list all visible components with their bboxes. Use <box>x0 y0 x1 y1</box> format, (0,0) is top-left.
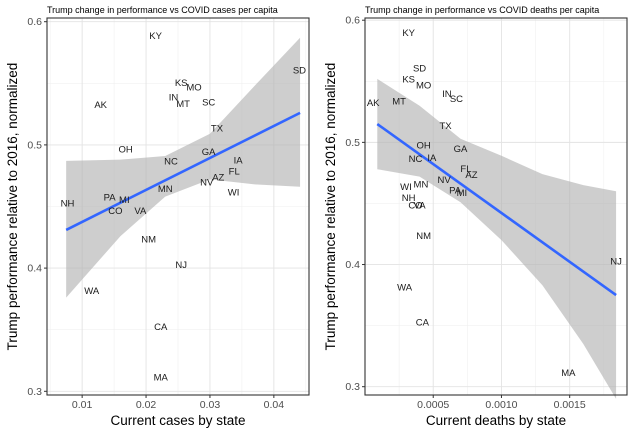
state-label-oh: OH <box>417 141 431 152</box>
state-label-wa: WA <box>397 282 413 293</box>
state-label-nv: NV <box>200 178 214 189</box>
state-label-sc: SC <box>202 98 215 109</box>
y-tick-label: 0.5 <box>345 137 360 149</box>
trend-line <box>65 111 301 232</box>
state-label-wi: WI <box>400 182 412 193</box>
state-label-nj: NJ <box>175 260 187 271</box>
state-label-ia: IA <box>427 153 437 164</box>
y-tick-label: 0.6 <box>27 16 42 28</box>
state-label-in: IN <box>442 89 452 100</box>
state-label-ma: MA <box>154 372 169 383</box>
state-label-nc: NC <box>164 157 178 168</box>
plot-frame <box>46 17 310 396</box>
x-tick-label: 0.0005 <box>417 399 449 411</box>
x-tick-label: 0.0015 <box>554 399 586 411</box>
state-label-ma: MA <box>561 368 576 379</box>
state-label-sc: SC <box>450 94 463 105</box>
state-label-nm: NM <box>416 231 431 242</box>
panel-title: Trump change in performance vs COVID dea… <box>365 5 599 15</box>
state-label-mi: MI <box>457 188 468 199</box>
state-label-pa: PA <box>104 192 117 203</box>
state-label-oh: OH <box>118 144 132 155</box>
state-label-sd: SD <box>413 64 426 75</box>
state-label-ga: GA <box>202 147 216 158</box>
panel-title: Trump change in performance vs COVID cas… <box>47 5 278 15</box>
trend-line <box>376 122 617 297</box>
x-tick-label: 0.03 <box>200 399 221 411</box>
y-axis-title: Trump performance relative to 2016, norm… <box>323 63 338 351</box>
state-label-wi: WI <box>228 187 240 198</box>
confidence-band <box>377 78 617 399</box>
state-label-nj: NJ <box>610 257 622 268</box>
confidence-band <box>66 37 301 298</box>
y-tick-label: 0.4 <box>345 259 360 271</box>
state-label-nv: NV <box>438 175 452 186</box>
state-label-nm: NM <box>141 234 156 245</box>
state-label-fl: FL <box>460 164 471 175</box>
state-label-ca: CA <box>416 318 430 329</box>
state-label-ks: KS <box>402 75 415 86</box>
state-label-sd: SD <box>293 65 306 76</box>
x-tick-label: 0.04 <box>264 399 285 411</box>
y-tick-label: 0.5 <box>27 139 42 151</box>
state-label-ky: KY <box>149 31 162 42</box>
state-label-az: AZ <box>212 173 224 184</box>
state-label-va: VA <box>414 200 427 211</box>
state-label-fl: FL <box>229 167 240 178</box>
state-label-in: IN <box>169 93 179 104</box>
state-label-mn: MN <box>414 180 429 191</box>
y-tick-label: 0.3 <box>27 386 42 398</box>
state-label-az: AZ <box>465 170 477 181</box>
x-tick-label: 0.02 <box>136 399 157 411</box>
x-axis-title: Current deaths by state <box>426 413 566 428</box>
state-label-mi: MI <box>119 195 130 206</box>
x-tick-label: 0.0010 <box>485 399 517 411</box>
state-label-wa: WA <box>84 286 100 297</box>
y-tick-label: 0.6 <box>345 15 360 27</box>
state-label-ga: GA <box>454 144 468 155</box>
state-label-nh: NH <box>402 193 416 204</box>
state-label-mt: MT <box>392 97 406 108</box>
y-tick-label: 0.4 <box>27 263 42 275</box>
state-label-mo: MO <box>186 83 201 94</box>
y-tick-label: 0.3 <box>345 381 360 393</box>
state-label-tx: TX <box>211 123 224 134</box>
state-label-nc: NC <box>409 154 423 165</box>
y-axis-title: Trump performance relative to 2016, norm… <box>5 63 20 351</box>
x-tick-label: 0.01 <box>72 399 93 411</box>
state-label-mn: MN <box>158 184 173 195</box>
state-label-ak: AK <box>367 98 380 109</box>
state-label-co: CO <box>108 206 122 217</box>
state-label-ca: CA <box>154 322 168 333</box>
x-axis-title: Current cases by state <box>110 413 245 428</box>
state-label-nh: NH <box>61 199 75 210</box>
state-label-mt: MT <box>176 99 190 110</box>
state-label-ia: IA <box>234 155 244 166</box>
plot-frame <box>364 17 628 396</box>
state-label-va: VA <box>134 206 147 217</box>
state-label-mo: MO <box>416 81 431 92</box>
state-label-ky: KY <box>402 28 415 39</box>
state-label-ak: AK <box>94 100 107 111</box>
state-label-pa: PA <box>449 186 462 197</box>
state-label-ks: KS <box>175 78 188 89</box>
state-label-tx: TX <box>439 121 452 132</box>
state-label-co: CO <box>408 200 422 211</box>
